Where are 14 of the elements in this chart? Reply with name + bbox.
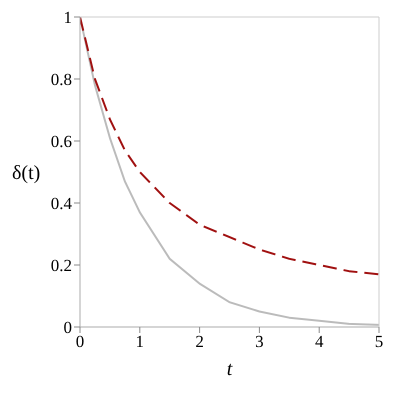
x-tick-label: 2 xyxy=(195,332,204,352)
x-tick-label: 5 xyxy=(374,332,384,352)
y-tick-label: 0.2 xyxy=(50,256,72,276)
y-tick-label: 0.8 xyxy=(50,70,72,90)
x-tick-label: 0 xyxy=(76,332,84,352)
y-tick-label: 0.6 xyxy=(50,132,72,152)
y-axis-title: δ(t) xyxy=(12,162,40,184)
y-tick-label: 0 xyxy=(64,318,72,338)
x-tick-label: 3 xyxy=(255,332,264,352)
x-tick-label: 1 xyxy=(136,332,144,352)
y-tick-label: 0.4 xyxy=(50,194,72,214)
y-tick-label: 1 xyxy=(64,8,72,28)
x-axis-title: t xyxy=(226,358,233,380)
x-tick-label: 4 xyxy=(314,332,324,352)
